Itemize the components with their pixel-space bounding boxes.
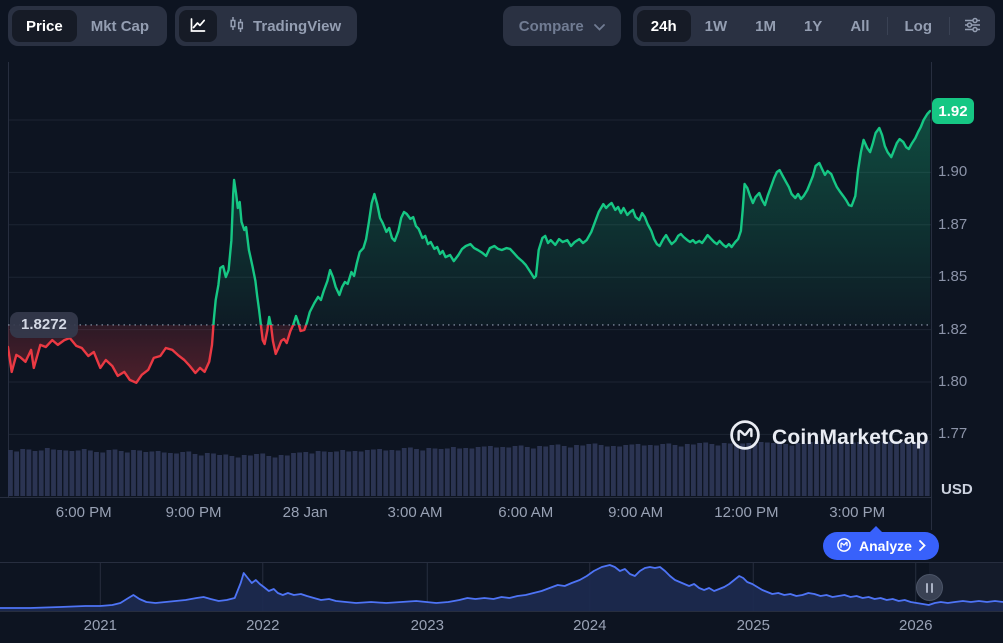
range-24h[interactable]: 24h — [636, 10, 691, 42]
compare-button[interactable]: Compare — [502, 6, 621, 46]
time-axis-label: 9:00 PM — [165, 504, 222, 521]
price-axis-label: 1.87 — [938, 215, 968, 233]
year-axis-label: 2026 — [899, 617, 933, 634]
mktcap-tab[interactable]: Mkt Cap — [77, 10, 163, 42]
price-axis-label: 1.80 — [938, 372, 968, 390]
range-all[interactable]: All — [836, 10, 883, 42]
time-axis-label: 12:00 PM — [714, 504, 779, 521]
log-scale-button[interactable]: Log — [891, 10, 947, 42]
year-axis-label: 2021 — [83, 617, 117, 634]
compare-label: Compare — [518, 17, 584, 35]
chart-type-toggle: TradingView — [175, 6, 358, 46]
tradingview-label: TradingView — [253, 17, 342, 35]
chevron-right-icon — [919, 538, 926, 554]
handle-grip-icon — [931, 582, 933, 593]
price-axis-label: 1.85 — [938, 268, 968, 286]
time-axis-label: 9:00 AM — [608, 504, 664, 521]
price-mktcap-toggle: Price Mkt Cap — [8, 6, 168, 46]
toolbar-divider — [886, 17, 888, 35]
year-axis-label: 2022 — [246, 617, 280, 634]
chart-toolbar: Price Mkt Cap TradingView Compare — [0, 6, 1003, 46]
year-axis-label: 2023 — [410, 617, 444, 634]
candlestick-icon — [229, 16, 245, 37]
analyze-label: Analyze — [859, 538, 912, 554]
sliders-icon — [963, 16, 982, 37]
currency-label: USD — [941, 481, 973, 498]
tradingview-button[interactable]: TradingView — [217, 10, 353, 42]
coinmarketcap-logo-icon — [728, 418, 762, 457]
time-axis-label: 6:00 AM — [498, 504, 554, 521]
open-price-label: 1.8272 — [10, 311, 78, 338]
chevron-down-icon — [593, 18, 605, 35]
price-axis-label: 1.90 — [938, 163, 968, 181]
time-axis-label: 3:00 AM — [387, 504, 443, 521]
year-axis-label: 2025 — [736, 617, 770, 634]
handle-grip-icon — [926, 582, 928, 593]
timeline-range-handle[interactable] — [916, 574, 943, 601]
last-price-badge: 1.92 — [932, 98, 974, 125]
chart-settings-button[interactable] — [953, 10, 991, 42]
year-axis-label: 2024 — [573, 617, 607, 634]
tooltip-pointer — [869, 526, 883, 533]
price-axis-label: 1.82 — [938, 320, 968, 338]
time-axis-label: 3:00 PM — [829, 504, 886, 521]
time-axis-label: 28 Jan — [282, 504, 328, 521]
analyze-logo-icon — [836, 537, 852, 556]
range-1m[interactable]: 1M — [741, 10, 790, 42]
range-1w[interactable]: 1W — [691, 10, 742, 42]
line-chart-icon-button[interactable] — [179, 10, 218, 42]
time-axis-label: 6:00 PM — [55, 504, 112, 521]
price-tab[interactable]: Price — [12, 10, 77, 42]
coinmarketcap-watermark: CoinMarketCap — [728, 418, 929, 457]
price-axis-label: 1.77 — [938, 425, 968, 443]
analyze-button[interactable]: Analyze — [823, 526, 939, 560]
watermark-brand-text: CoinMarketCap — [772, 425, 929, 449]
range-1y[interactable]: 1Y — [790, 10, 836, 42]
line-chart-icon — [189, 16, 207, 37]
range-selector: 24h 1W 1M 1Y All Log — [632, 6, 995, 46]
toolbar-divider — [949, 17, 950, 35]
